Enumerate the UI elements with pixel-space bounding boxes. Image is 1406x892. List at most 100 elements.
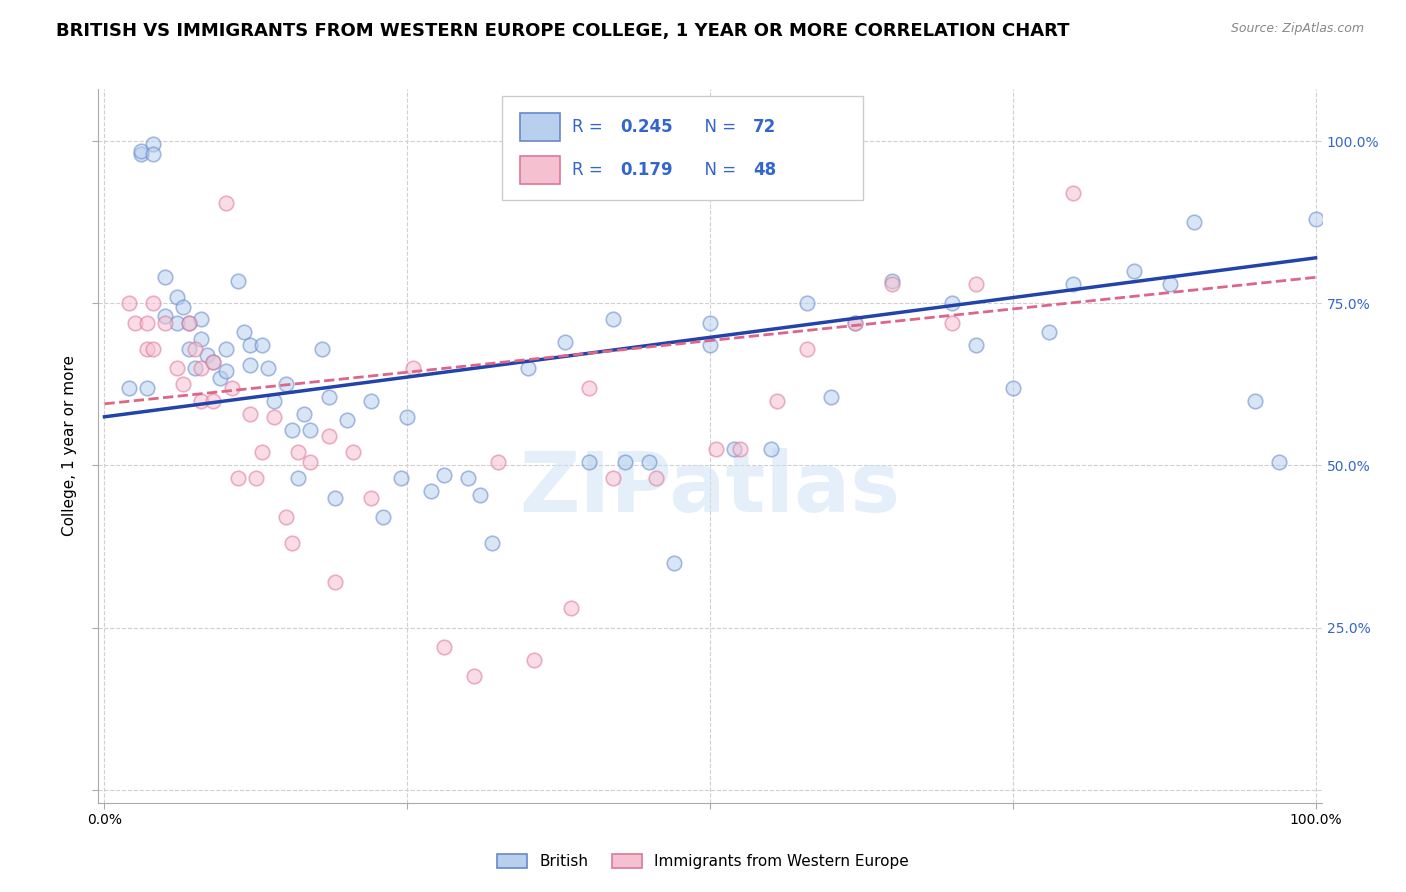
Point <box>1062 186 1084 200</box>
Point <box>184 342 207 356</box>
Point <box>323 491 346 505</box>
Point <box>463 669 485 683</box>
Point <box>704 442 727 457</box>
Point <box>432 640 454 654</box>
Point <box>226 274 249 288</box>
Point <box>765 393 787 408</box>
Text: 0.245: 0.245 <box>620 118 673 136</box>
Point <box>360 491 382 505</box>
Point <box>311 342 333 356</box>
Text: R =: R = <box>572 161 607 178</box>
Point <box>560 601 582 615</box>
Point <box>276 510 298 524</box>
Text: 72: 72 <box>752 118 776 136</box>
Text: N =: N = <box>695 118 741 136</box>
Point <box>239 407 262 421</box>
Point <box>135 342 157 356</box>
Point <box>759 442 782 457</box>
Point <box>276 377 298 392</box>
Point <box>118 381 141 395</box>
Point <box>602 312 624 326</box>
Point <box>1244 393 1267 408</box>
Point <box>250 445 273 459</box>
Point <box>129 144 152 158</box>
Point <box>389 471 412 485</box>
Point <box>179 342 201 356</box>
Point <box>214 195 236 210</box>
Point <box>796 342 818 356</box>
Point <box>1122 264 1144 278</box>
Text: ZIPatlas: ZIPatlas <box>520 449 900 529</box>
Point <box>1305 211 1327 226</box>
Point <box>135 316 157 330</box>
Point <box>287 445 309 459</box>
Point <box>844 316 866 330</box>
Point <box>179 316 201 330</box>
Point <box>263 393 285 408</box>
Point <box>699 338 721 352</box>
Point <box>129 147 152 161</box>
Point <box>245 471 267 485</box>
Point <box>360 393 382 408</box>
Point <box>190 332 212 346</box>
Point <box>118 296 141 310</box>
Point <box>214 342 236 356</box>
Point <box>292 407 315 421</box>
Point <box>796 296 818 310</box>
Point <box>166 361 188 376</box>
Point <box>318 429 340 443</box>
Point <box>318 390 340 404</box>
Text: N =: N = <box>695 161 741 178</box>
Text: R =: R = <box>572 118 607 136</box>
Point <box>263 409 285 424</box>
Point <box>486 455 509 469</box>
Legend: British, Immigrants from Western Europe: British, Immigrants from Western Europe <box>491 848 915 875</box>
Point <box>190 312 212 326</box>
Point <box>638 455 661 469</box>
Point <box>142 147 165 161</box>
Point <box>941 296 963 310</box>
Point <box>941 316 963 330</box>
Point <box>396 409 419 424</box>
Point <box>281 423 304 437</box>
Point <box>142 137 165 152</box>
Point <box>135 381 157 395</box>
Point <box>232 326 254 340</box>
Point <box>614 455 637 469</box>
Point <box>190 361 212 376</box>
Text: BRITISH VS IMMIGRANTS FROM WESTERN EUROPE COLLEGE, 1 YEAR OR MORE CORRELATION CH: BRITISH VS IMMIGRANTS FROM WESTERN EUROP… <box>56 22 1070 40</box>
Y-axis label: College, 1 year or more: College, 1 year or more <box>62 356 77 536</box>
Point <box>644 471 666 485</box>
Text: 48: 48 <box>752 161 776 178</box>
Point <box>287 471 309 485</box>
Point <box>336 413 359 427</box>
Point <box>730 442 752 457</box>
Point <box>239 338 262 352</box>
Point <box>1062 277 1084 291</box>
Point <box>1268 455 1291 469</box>
Point <box>257 361 280 376</box>
Point <box>699 316 721 330</box>
Point <box>142 342 165 356</box>
Point <box>880 277 903 291</box>
Point <box>880 274 903 288</box>
Point <box>402 361 425 376</box>
Point <box>432 468 454 483</box>
Point <box>662 556 685 570</box>
Point <box>202 354 225 368</box>
Point <box>142 296 165 310</box>
FancyBboxPatch shape <box>502 96 863 200</box>
FancyBboxPatch shape <box>520 155 560 184</box>
Point <box>844 316 866 330</box>
Point <box>179 316 201 330</box>
Point <box>166 316 188 330</box>
Point <box>1001 381 1024 395</box>
Point <box>481 536 503 550</box>
Point <box>299 423 322 437</box>
Point <box>1159 277 1181 291</box>
Point <box>723 442 745 457</box>
Point <box>517 361 540 376</box>
Point <box>342 445 364 459</box>
Point <box>202 354 225 368</box>
Point <box>190 393 212 408</box>
